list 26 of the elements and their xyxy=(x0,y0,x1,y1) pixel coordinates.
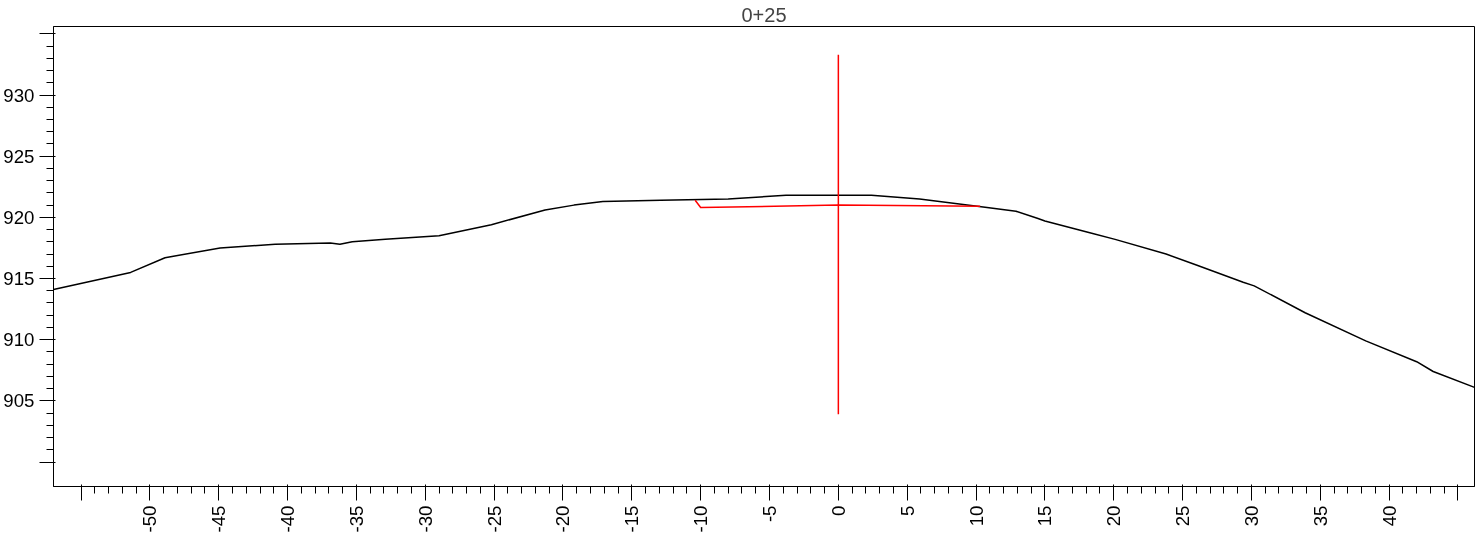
y-tick-label: 905 xyxy=(3,390,35,412)
y-tick-label: 915 xyxy=(3,268,35,290)
x-tick-label: -25 xyxy=(483,505,505,533)
x-tick-label: 35 xyxy=(1309,505,1331,527)
chart-title: 0+25 xyxy=(741,3,787,26)
x-tick-label: 30 xyxy=(1240,505,1262,527)
x-tick-label: 5 xyxy=(896,505,918,516)
x-tick-label: 10 xyxy=(965,505,987,527)
x-tick-label: -20 xyxy=(552,505,574,533)
x-tick-label: 0 xyxy=(827,505,849,516)
x-tick-label: -40 xyxy=(277,505,299,533)
x-tick-label: -15 xyxy=(621,505,643,533)
y-tick-label: 930 xyxy=(3,84,35,106)
x-tick-label: 15 xyxy=(1034,505,1056,527)
y-tick-label: 910 xyxy=(3,329,35,351)
x-tick-label: 25 xyxy=(1172,505,1194,527)
x-tick-label: -10 xyxy=(690,505,712,533)
x-tick-label: 20 xyxy=(1103,505,1125,527)
x-tick-label: -30 xyxy=(414,505,436,533)
x-tick-label: 40 xyxy=(1378,505,1400,527)
x-tick-label: -5 xyxy=(759,505,781,523)
x-tick-label: -45 xyxy=(208,505,230,533)
y-tick-label: 925 xyxy=(3,145,35,167)
x-tick-label: -35 xyxy=(345,505,367,533)
x-tick-label: -50 xyxy=(139,505,161,533)
y-tick-label: 920 xyxy=(3,206,35,228)
